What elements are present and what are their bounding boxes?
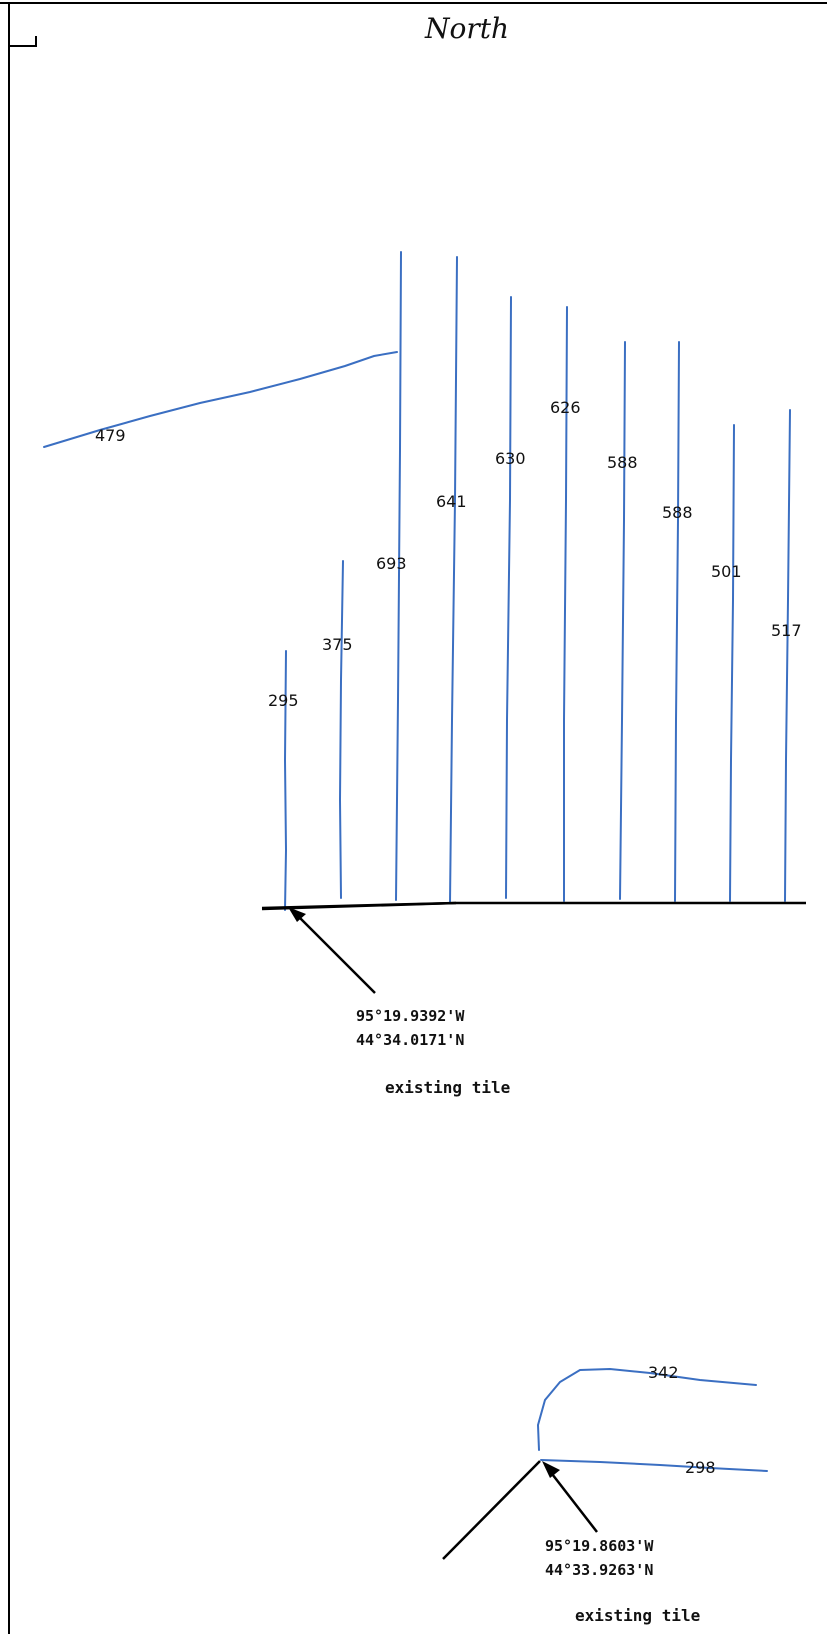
tile-line: [674, 341, 680, 902]
arrow-line: [548, 1469, 598, 1533]
tile-line: [283, 650, 288, 911]
corner-tick: [9, 36, 37, 47]
tile-line: [536, 1367, 757, 1451]
tile-line: [563, 306, 568, 902]
existing-tile-note: existing tile: [385, 1078, 510, 1097]
tile-length-label: 501: [711, 562, 742, 581]
tile-line: [619, 341, 626, 900]
north-label: North: [424, 12, 509, 45]
tile-length-label: 375: [322, 635, 353, 654]
tile-length-label: 630: [495, 449, 526, 468]
longitude-label: 95°19.9392'W: [356, 1007, 465, 1025]
tile-length-label: 641: [436, 492, 467, 511]
tile-length-label: 588: [607, 453, 638, 472]
tile-line: [540, 1459, 768, 1472]
tile-line: [43, 351, 398, 448]
existing-tile-edge: [261, 901, 457, 911]
latitude-label: 44°34.0171'N: [356, 1031, 464, 1049]
tile-line: [449, 256, 458, 904]
tile-line: [338, 560, 344, 899]
arrow-head-icon: [542, 1461, 560, 1478]
tile-line: [395, 251, 402, 901]
tile-length-label: 626: [550, 398, 581, 417]
latitude-label: 44°33.9263'N: [545, 1561, 653, 1579]
tile-length-label: 588: [662, 503, 693, 522]
existing-tile-edge: [442, 1460, 541, 1560]
tile-line: [505, 296, 512, 899]
existing-tile-note: existing tile: [575, 1606, 700, 1625]
tile-line: [784, 409, 791, 902]
tile-length-label: 479: [95, 426, 126, 445]
tile-length-label: 342: [648, 1363, 679, 1382]
tile-length-label: 295: [268, 691, 299, 710]
tile-length-label: 298: [685, 1458, 716, 1477]
tile-length-label: 693: [376, 554, 407, 573]
arrow-head-icon: [288, 907, 306, 922]
tile-length-label: 517: [771, 621, 802, 640]
longitude-label: 95°19.8603'W: [545, 1537, 654, 1555]
arrow-line: [295, 913, 376, 994]
tile-line: [729, 424, 735, 902]
